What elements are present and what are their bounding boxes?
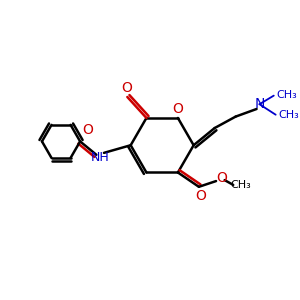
Text: CH₃: CH₃ [277,90,297,100]
Text: O: O [172,102,183,116]
Text: NH: NH [91,151,110,164]
Text: CH₃: CH₃ [278,110,299,120]
Text: O: O [82,123,93,137]
Text: CH₃: CH₃ [230,180,251,190]
Text: O: O [195,189,206,203]
Text: O: O [121,81,132,95]
Text: O: O [216,171,227,185]
Text: N: N [254,97,265,111]
